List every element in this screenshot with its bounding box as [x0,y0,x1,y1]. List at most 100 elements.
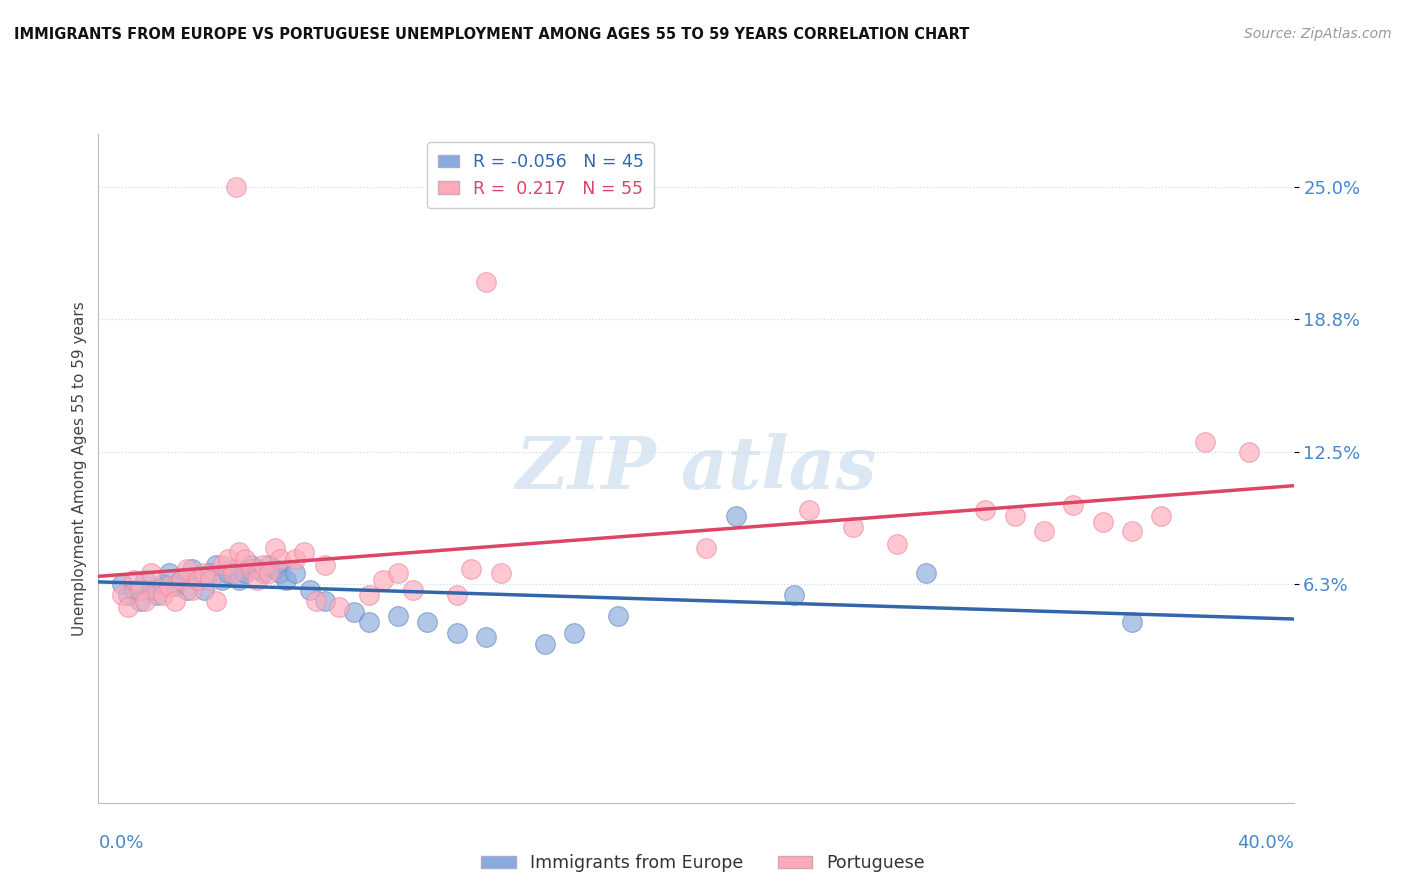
Point [128,594,150,608]
Point [797,502,820,516]
Point [373,573,395,587]
Point [134,594,156,608]
Point [284,551,307,566]
Point [163,579,186,593]
Point [157,579,180,593]
Point [328,600,350,615]
Point [176,583,198,598]
Text: ZIP atlas: ZIP atlas [516,433,876,504]
Point [246,573,269,587]
Point [187,573,209,587]
Point [122,573,145,587]
Point [211,558,233,572]
Point [269,551,291,566]
Point [225,180,247,194]
Legend: R = -0.056   N = 45, R =  0.217   N = 55: R = -0.056 N = 45, R = 0.217 N = 55 [427,143,654,208]
Point [974,502,997,516]
Point [152,577,174,591]
Point [387,566,409,581]
Y-axis label: Unemployment Among Ages 55 to 59 years: Unemployment Among Ages 55 to 59 years [72,301,87,636]
Point [222,562,245,576]
Point [205,558,228,572]
Point [233,566,256,581]
Point [343,605,366,619]
Point [117,588,139,602]
Point [122,583,145,598]
Point [257,566,280,581]
Point [1121,615,1143,630]
Point [187,573,209,587]
Point [387,608,409,623]
Point [1194,434,1216,449]
Point [141,566,163,581]
Point [1121,524,1143,538]
Point [152,588,174,602]
Text: 0.0%: 0.0% [98,834,143,852]
Point [298,583,321,598]
Point [198,566,221,581]
Point [1091,516,1114,530]
Point [233,551,256,566]
Point [117,600,139,615]
Point [460,562,482,576]
Point [252,558,274,572]
Point [1239,445,1261,459]
Point [915,566,938,581]
Point [141,583,163,598]
Point [305,594,328,608]
Point [357,615,380,630]
Point [562,626,585,640]
Point [217,551,239,566]
Point [1032,524,1054,538]
Point [263,562,285,576]
Point [257,558,280,572]
Point [222,566,245,581]
Point [205,594,228,608]
Point [489,566,512,581]
Point [416,615,439,630]
Point [783,588,806,602]
Point [146,588,169,602]
Point [134,573,156,587]
Point [193,583,215,598]
Point [111,588,134,602]
Point [475,630,498,644]
Point [724,509,747,524]
Point [446,626,468,640]
Point [163,594,186,608]
Point [198,573,221,587]
Text: 40.0%: 40.0% [1237,834,1294,852]
Point [314,594,336,608]
Point [181,562,204,576]
Point [217,566,239,581]
Legend: Immigrants from Europe, Portuguese: Immigrants from Europe, Portuguese [474,847,932,879]
Point [314,558,336,572]
Point [240,558,263,572]
Point [111,577,134,591]
Point [228,545,250,559]
Text: Source: ZipAtlas.com: Source: ZipAtlas.com [1244,27,1392,41]
Point [193,566,215,581]
Point [475,276,498,290]
Point [128,583,150,598]
Point [169,573,191,587]
Point [1062,499,1084,513]
Point [1150,509,1173,524]
Point [401,583,423,598]
Point [228,573,250,587]
Point [1004,509,1026,524]
Point [886,537,908,551]
Text: IMMIGRANTS FROM EUROPE VS PORTUGUESE UNEMPLOYMENT AMONG AGES 55 TO 59 YEARS CORR: IMMIGRANTS FROM EUROPE VS PORTUGUESE UNE… [14,27,969,42]
Point [240,562,263,576]
Point [446,588,468,602]
Point [292,545,315,559]
Point [276,573,298,587]
Point [211,573,233,587]
Point [284,566,307,581]
Point [263,541,285,555]
Point [169,573,191,587]
Point [176,562,198,576]
Point [157,566,180,581]
Point [695,541,717,555]
Point [842,519,865,533]
